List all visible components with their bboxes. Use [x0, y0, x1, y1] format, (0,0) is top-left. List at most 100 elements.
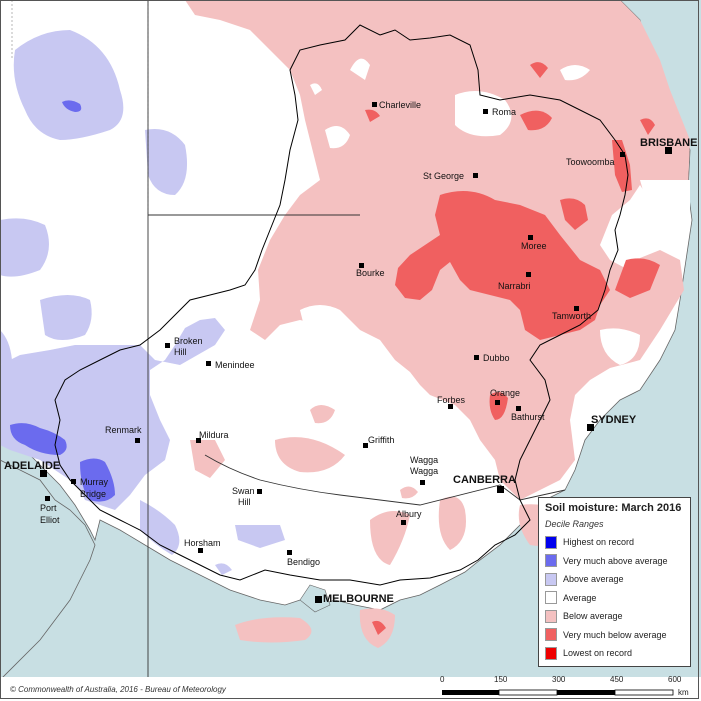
label-port-elliot-2: Elliot	[40, 515, 60, 525]
label-narrabri: Narrabri	[498, 281, 531, 291]
forbes-marker	[448, 404, 453, 409]
mildura-marker	[196, 438, 201, 443]
st-george-marker	[473, 173, 478, 178]
adelaide-marker	[40, 470, 47, 477]
canberra-marker	[497, 486, 504, 493]
basin-boundary	[54, 24, 629, 586]
legend-swatch	[545, 535, 557, 549]
label-st-george: St George	[423, 171, 464, 181]
label-sydney: SYDNEY	[591, 414, 637, 426]
legend-swatch	[545, 609, 557, 623]
label-menindee: Menindee	[215, 360, 255, 370]
legend: Soil moisture: March 2016 Decile Ranges …	[538, 497, 691, 667]
label-wagga-2: Wagga	[410, 466, 438, 476]
legend-swatch	[545, 646, 557, 660]
sydney-marker	[587, 424, 594, 431]
legend-item: Lowest on record	[545, 644, 684, 663]
label-broken-hill-2: Hill	[174, 347, 187, 357]
label-swan-hill-2: Hill	[238, 497, 251, 507]
label-bourke: Bourke	[356, 268, 385, 278]
scale-bar: 0 150 300 450 600 km	[438, 675, 700, 700]
average-holes	[300, 58, 690, 365]
bendigo-marker	[287, 550, 292, 555]
label-murray-bridge-1: Murray	[80, 477, 109, 487]
label-wagga-1: Wagga	[410, 455, 438, 465]
label-orange: Orange	[490, 388, 520, 398]
label-tamworth: Tamworth	[552, 311, 591, 321]
scale-tick-label: 150	[494, 675, 508, 684]
legend-item: Very much below average	[545, 626, 684, 645]
legend-item: Average	[545, 589, 684, 608]
label-melbourne: MELBOURNE	[323, 593, 394, 605]
legend-swatch	[545, 591, 557, 605]
griffith-marker	[363, 443, 368, 448]
label-dubbo: Dubbo	[483, 353, 510, 363]
label-swan-hill-1: Swan	[232, 486, 255, 496]
label-renmark: Renmark	[105, 425, 142, 435]
legend-label: Below average	[563, 611, 623, 622]
narrabri-marker	[526, 272, 531, 277]
wagga-marker	[420, 480, 425, 485]
murray-bridge-marker	[71, 479, 76, 484]
broken-hill-marker	[165, 343, 170, 348]
roma-marker	[483, 109, 488, 114]
legend-item: Very much above average	[545, 552, 684, 571]
label-port-elliot-1: Port	[40, 503, 57, 513]
very-much-below-average-regions	[365, 62, 660, 635]
legend-item: Above average	[545, 570, 684, 589]
toowoomba-marker	[620, 152, 625, 157]
orange-marker	[495, 400, 500, 405]
label-bendigo: Bendigo	[287, 557, 320, 567]
label-moree: Moree	[521, 241, 547, 251]
scale-tick-label: 600	[668, 675, 682, 684]
town-labels: Charleville Roma BRISBANE Toowoomba St G…	[4, 100, 697, 605]
dubbo-marker	[474, 355, 479, 360]
legend-item: Below average	[545, 607, 684, 626]
legend-label: Average	[563, 592, 597, 603]
moree-marker	[528, 235, 533, 240]
label-broken-hill-1: Broken	[174, 336, 203, 346]
label-bathurst: Bathurst	[511, 412, 545, 422]
brisbane-marker	[665, 147, 672, 154]
label-toowoomba: Toowoomba	[566, 157, 615, 167]
bourke-marker	[359, 263, 364, 268]
legend-label: Lowest on record	[563, 648, 633, 659]
copyright: © Commonwealth of Australia, 2016 - Bure…	[10, 685, 226, 694]
label-mildura: Mildura	[199, 430, 229, 440]
scale-tick-label: 300	[552, 675, 566, 684]
label-forbes: Forbes	[437, 395, 466, 405]
legend-label: Very much below average	[563, 629, 667, 640]
label-adelaide: ADELAIDE	[4, 460, 60, 472]
legend-subtitle: Decile Ranges	[545, 519, 604, 529]
legend-label: Highest on record	[563, 537, 635, 548]
town-markers	[40, 102, 672, 603]
albury-marker	[401, 520, 406, 525]
legend-label: Above average	[563, 574, 624, 585]
label-horsham: Horsham	[184, 538, 221, 548]
legend-label: Very much above average	[563, 555, 668, 566]
gulf	[0, 459, 96, 681]
state-borders	[147, 0, 566, 700]
label-griffith: Griffith	[368, 435, 394, 445]
legend-item: Highest on record	[545, 533, 684, 552]
legend-title: Soil moisture: March 2016	[545, 502, 682, 514]
label-murray-bridge-2: Bridge	[80, 489, 106, 499]
label-brisbane: BRISBANE	[640, 137, 697, 149]
swan-hill-marker	[257, 489, 262, 494]
label-roma: Roma	[492, 107, 516, 117]
tamworth-marker	[574, 306, 579, 311]
scale-graphic	[442, 689, 674, 696]
footer-strip	[0, 677, 701, 701]
charleville-marker	[372, 102, 377, 107]
scale-tick-label: 450	[610, 675, 624, 684]
melbourne-marker	[315, 596, 322, 603]
legend-swatch	[545, 628, 557, 642]
port-elliot-marker	[45, 496, 50, 501]
label-charleville: Charleville	[379, 100, 421, 110]
very-much-above-average-regions	[10, 100, 115, 502]
menindee-marker	[206, 361, 211, 366]
legend-swatch	[545, 572, 557, 586]
label-canberra: CANBERRA	[453, 474, 516, 486]
renmark-marker	[135, 438, 140, 443]
